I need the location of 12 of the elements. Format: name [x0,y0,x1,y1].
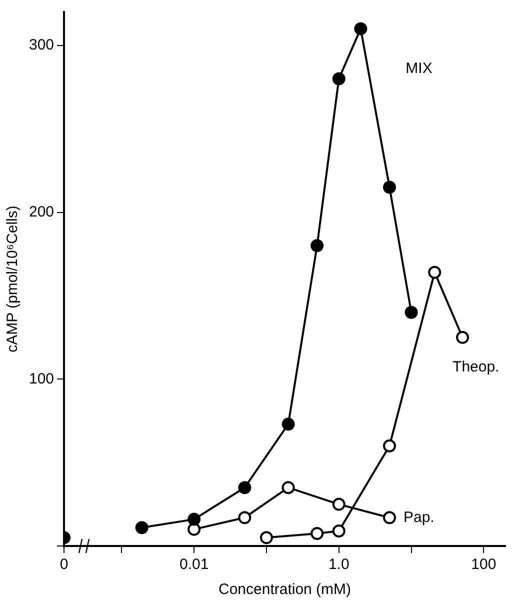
x-axis-title: Concentration (mM) [218,581,352,598]
y-axis-title: cAMP (pmol/10⁶Cells) [4,206,22,352]
x-tick-label: 1.0 [328,556,350,574]
x-tick-label: 0 [60,556,68,574]
y-tick-label: 300 [28,36,54,54]
y-tick-label: 200 [28,203,54,220]
series-label: Theop. [452,358,500,376]
series-label: Pap. [403,508,434,526]
y-tick-label: 100 [28,370,54,388]
x-tick-label: 100 [471,556,496,574]
x-tick-label: 0.01 [179,556,209,574]
text: MIX [406,60,432,77]
